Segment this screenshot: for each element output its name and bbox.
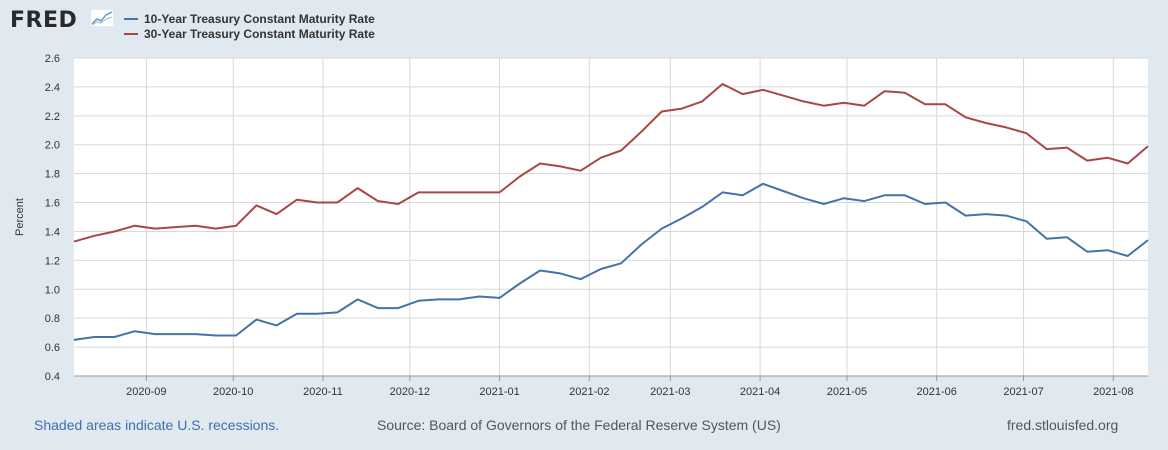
y-tick-label: 0.6 [45, 342, 60, 354]
y-tick-label: 1.2 [45, 255, 60, 267]
y-tick-label: 2.2 [45, 111, 60, 123]
x-tick-label: 2021-07 [1003, 386, 1043, 398]
y-tick-label: 1.0 [45, 284, 60, 296]
y-tick-label: 0.4 [45, 371, 60, 383]
series-lines [73, 83, 1149, 341]
source-note: Source: Board of Governors of the Federa… [377, 417, 781, 433]
x-tick-label: 2020-09 [126, 386, 166, 398]
x-tick-label: 2021-02 [569, 386, 609, 398]
legend-item-10-year[interactable]: 10-Year Treasury Constant Maturity Rate [124, 12, 375, 26]
x-tick-label: 2021-01 [479, 386, 519, 398]
y-tick-label: 1.6 [45, 198, 60, 210]
y-tick-label: 1.4 [45, 226, 60, 238]
y-tick-label: 1.8 [45, 169, 60, 181]
series-line-10-year [73, 182, 1149, 341]
series-line-30-year [73, 83, 1149, 243]
legend-item-30-year[interactable]: 30-Year Treasury Constant Maturity Rate [124, 27, 375, 41]
x-axis: 2020-09 2020-10 2020-11 2020-12 2021-01 2021-… [74, 375, 1148, 398]
plot-area [74, 58, 1148, 376]
fred-logo: FRED [10, 8, 78, 33]
y-tick-label: 2.6 [45, 53, 60, 65]
legend-label-10-year: 10-Year Treasury Constant Maturity Rate [144, 12, 375, 26]
legend-swatch-10-year [124, 18, 138, 20]
x-tick-label: 2021-05 [827, 386, 867, 398]
y-axis-label: Percent [14, 198, 26, 236]
y-tick-label: 2.4 [45, 82, 60, 94]
x-tick-label: 2021-06 [916, 386, 956, 398]
x-tick-label: 2021-04 [740, 386, 780, 398]
line-chart: 0.4 0.6 0.8 1.0 1.2 1.4 1.6 1.8 2.0 2.2 2.4 2.6 202… [14, 53, 1149, 398]
y-axis: 0.4 0.6 0.8 1.0 1.2 1.4 1.6 1.8 2.0 2.2 2.4 2.6 [45, 53, 60, 383]
x-tick-label: 2020-11 [303, 386, 343, 398]
legend-swatch-30-year [124, 33, 138, 35]
fred-logo-graph-icon [90, 9, 114, 27]
y-tick-label: 2.0 [45, 140, 60, 152]
x-tick-label: 2020-10 [213, 386, 253, 398]
x-tick-label: 2021-03 [650, 386, 690, 398]
recession-note-link[interactable]: Shaded areas indicate U.S. recessions. [34, 417, 280, 433]
y-tick-label: 0.8 [45, 313, 60, 325]
plot-background [74, 58, 1148, 376]
site-link[interactable]: fred.stlouisfed.org [1007, 417, 1119, 433]
legend-label-30-year: 30-Year Treasury Constant Maturity Rate [144, 27, 375, 41]
x-tick-label: 2020-12 [390, 386, 430, 398]
x-tick-label: 2021-08 [1093, 386, 1133, 398]
